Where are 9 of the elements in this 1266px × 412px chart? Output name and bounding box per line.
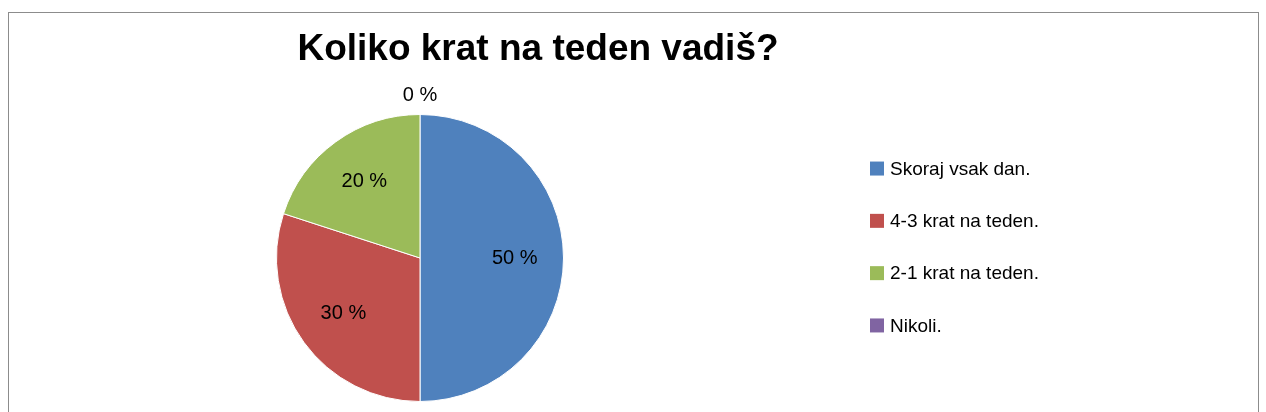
- legend-label: Skoraj vsak dan.: [890, 157, 1031, 179]
- legend-label: Nikoli.: [890, 314, 942, 336]
- data-label: 30 %: [320, 301, 367, 324]
- legend-label: 2-1 krat na teden.: [890, 262, 1039, 284]
- data-label: 20 %: [341, 168, 388, 191]
- chart-title: Koliko krat na teden vadiš?: [297, 27, 779, 69]
- data-label: 50 %: [491, 245, 538, 268]
- text: 0 %: [402, 83, 438, 106]
- legend-label: 4-3 krat na teden.: [890, 210, 1039, 232]
